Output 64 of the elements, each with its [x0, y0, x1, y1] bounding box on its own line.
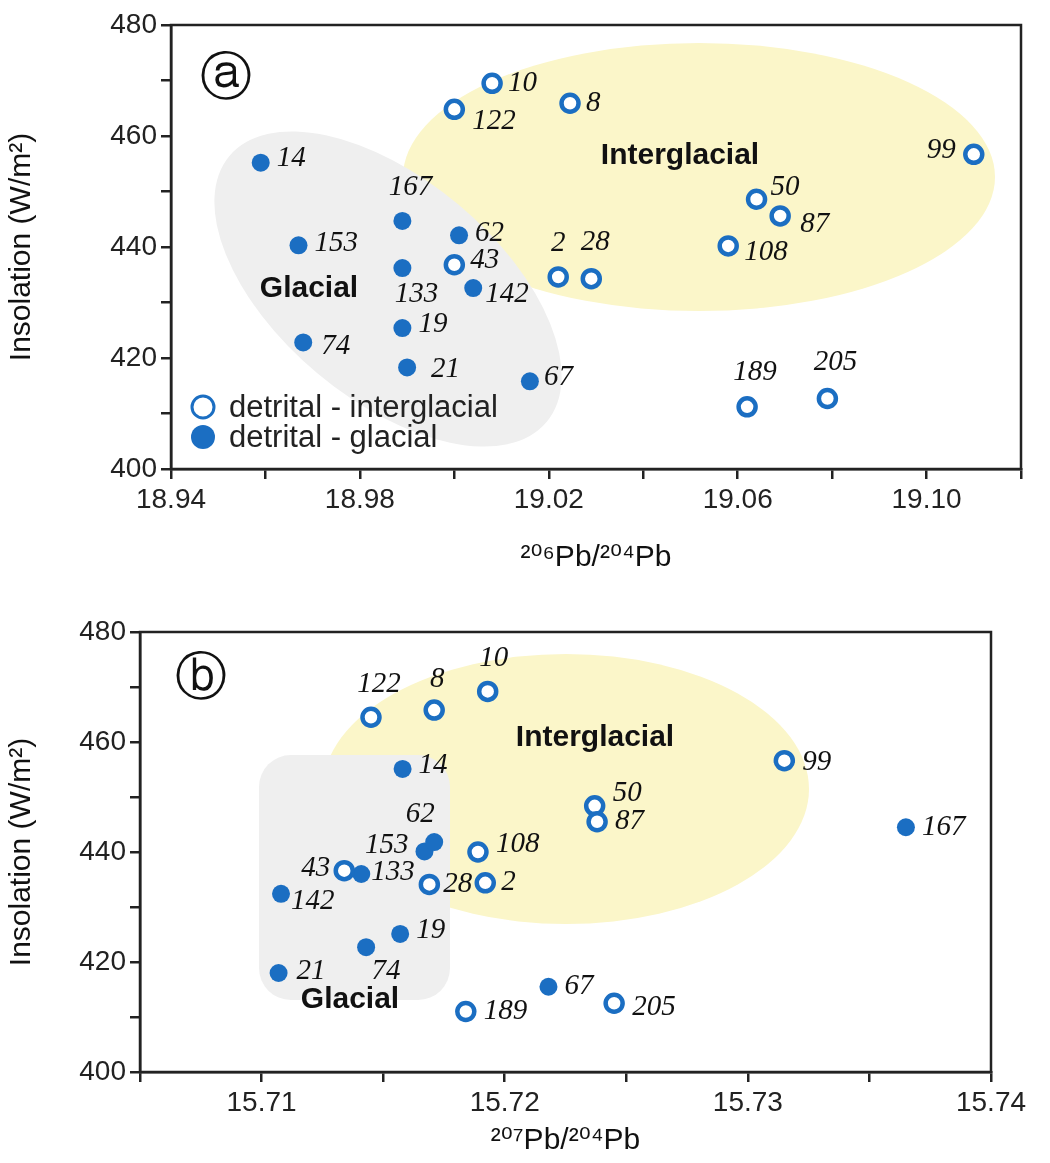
annotation: 10: [479, 640, 509, 673]
x-axis-title: ²⁰⁶Pb/²⁰⁴Pb: [520, 539, 672, 573]
x-axis-title: ²⁰⁷Pb/²⁰⁴Pb: [490, 1122, 641, 1156]
annotation: 99: [926, 131, 957, 164]
x-tick-label: 15.72: [469, 1085, 540, 1117]
annotation: 142: [291, 883, 335, 916]
annotation: 153: [314, 224, 358, 257]
annotation: 108: [744, 233, 789, 266]
annotation: 108: [495, 825, 540, 858]
x-tick-label: 18.98: [324, 482, 395, 514]
annotation: 122: [472, 102, 516, 135]
annotation: Interglacial: [600, 137, 760, 171]
annotation: 62: [405, 795, 435, 828]
annotation: 19: [416, 911, 446, 944]
annotation: 167: [921, 808, 967, 841]
annotation: 8: [586, 84, 602, 117]
annotation: 14: [276, 140, 306, 173]
annotation: 205: [632, 988, 676, 1021]
annotation: 87: [800, 205, 831, 238]
annotation: 142: [485, 275, 529, 308]
annotation: ⓐ: [200, 45, 252, 106]
annotation: 189: [733, 354, 778, 387]
annotation: ⓑ: [175, 645, 227, 706]
annotation: 28: [580, 224, 611, 257]
y-axis-title: Insolation (W/m²): [3, 737, 37, 967]
annotation: Glacial: [259, 270, 359, 304]
x-tick-label: 18.94: [135, 482, 207, 514]
y-tick-label: 440: [110, 229, 157, 261]
y-tick-label: 400: [110, 451, 157, 483]
x-tick-label: 19.02: [513, 482, 584, 514]
annotation: 189: [483, 993, 528, 1026]
annotation: 67: [564, 968, 595, 1001]
annotation: 14: [418, 746, 448, 779]
y-tick-label: 420: [110, 340, 157, 372]
annotation: Interglacial: [515, 719, 675, 753]
x-tick-label: 15.71: [226, 1085, 297, 1117]
y-tick-label: 480: [110, 7, 157, 39]
y-tick-label: 440: [79, 834, 126, 866]
annotation: 28: [443, 866, 473, 899]
annotation: 2: [550, 224, 566, 257]
x-tick-label: 15.74: [955, 1085, 1027, 1117]
y-tick-label: 400: [79, 1054, 126, 1086]
annotation: 50: [770, 168, 801, 201]
annotation: 10: [508, 64, 538, 97]
annotation: 8: [429, 660, 445, 693]
y-tick-label: 480: [79, 614, 126, 646]
annotation: 67: [543, 358, 575, 391]
y-tick-label: 420: [79, 944, 126, 976]
annotation: 43: [301, 850, 331, 883]
annotation: 167: [388, 168, 434, 201]
annotation: 122: [357, 665, 401, 698]
annotation: 21: [431, 351, 461, 384]
y-axis-title: Insolation (W/m²): [3, 132, 37, 362]
y-tick-label: 460: [79, 724, 126, 756]
annotation: 19: [418, 305, 448, 338]
x-tick-label: 19.06: [702, 482, 773, 514]
annotation: 74: [321, 328, 351, 361]
y-tick-label: 460: [110, 118, 157, 150]
annotation: 2: [501, 864, 516, 897]
annotation: 205: [813, 344, 858, 377]
annotation: 133: [394, 275, 439, 308]
x-tick-label: 15.73: [712, 1085, 783, 1117]
annotation: 99: [802, 744, 832, 777]
x-tick-label: 19.10: [891, 482, 962, 514]
